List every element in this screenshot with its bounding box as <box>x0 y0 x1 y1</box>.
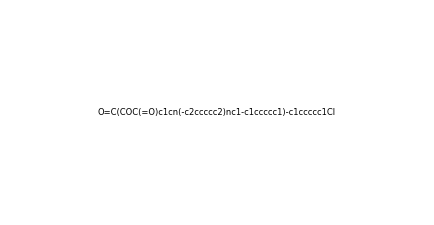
Text: O=C(COC(=O)c1cn(-c2ccccc2)nc1-c1ccccc1)-c1ccccc1Cl: O=C(COC(=O)c1cn(-c2ccccc2)nc1-c1ccccc1)-… <box>98 108 336 117</box>
